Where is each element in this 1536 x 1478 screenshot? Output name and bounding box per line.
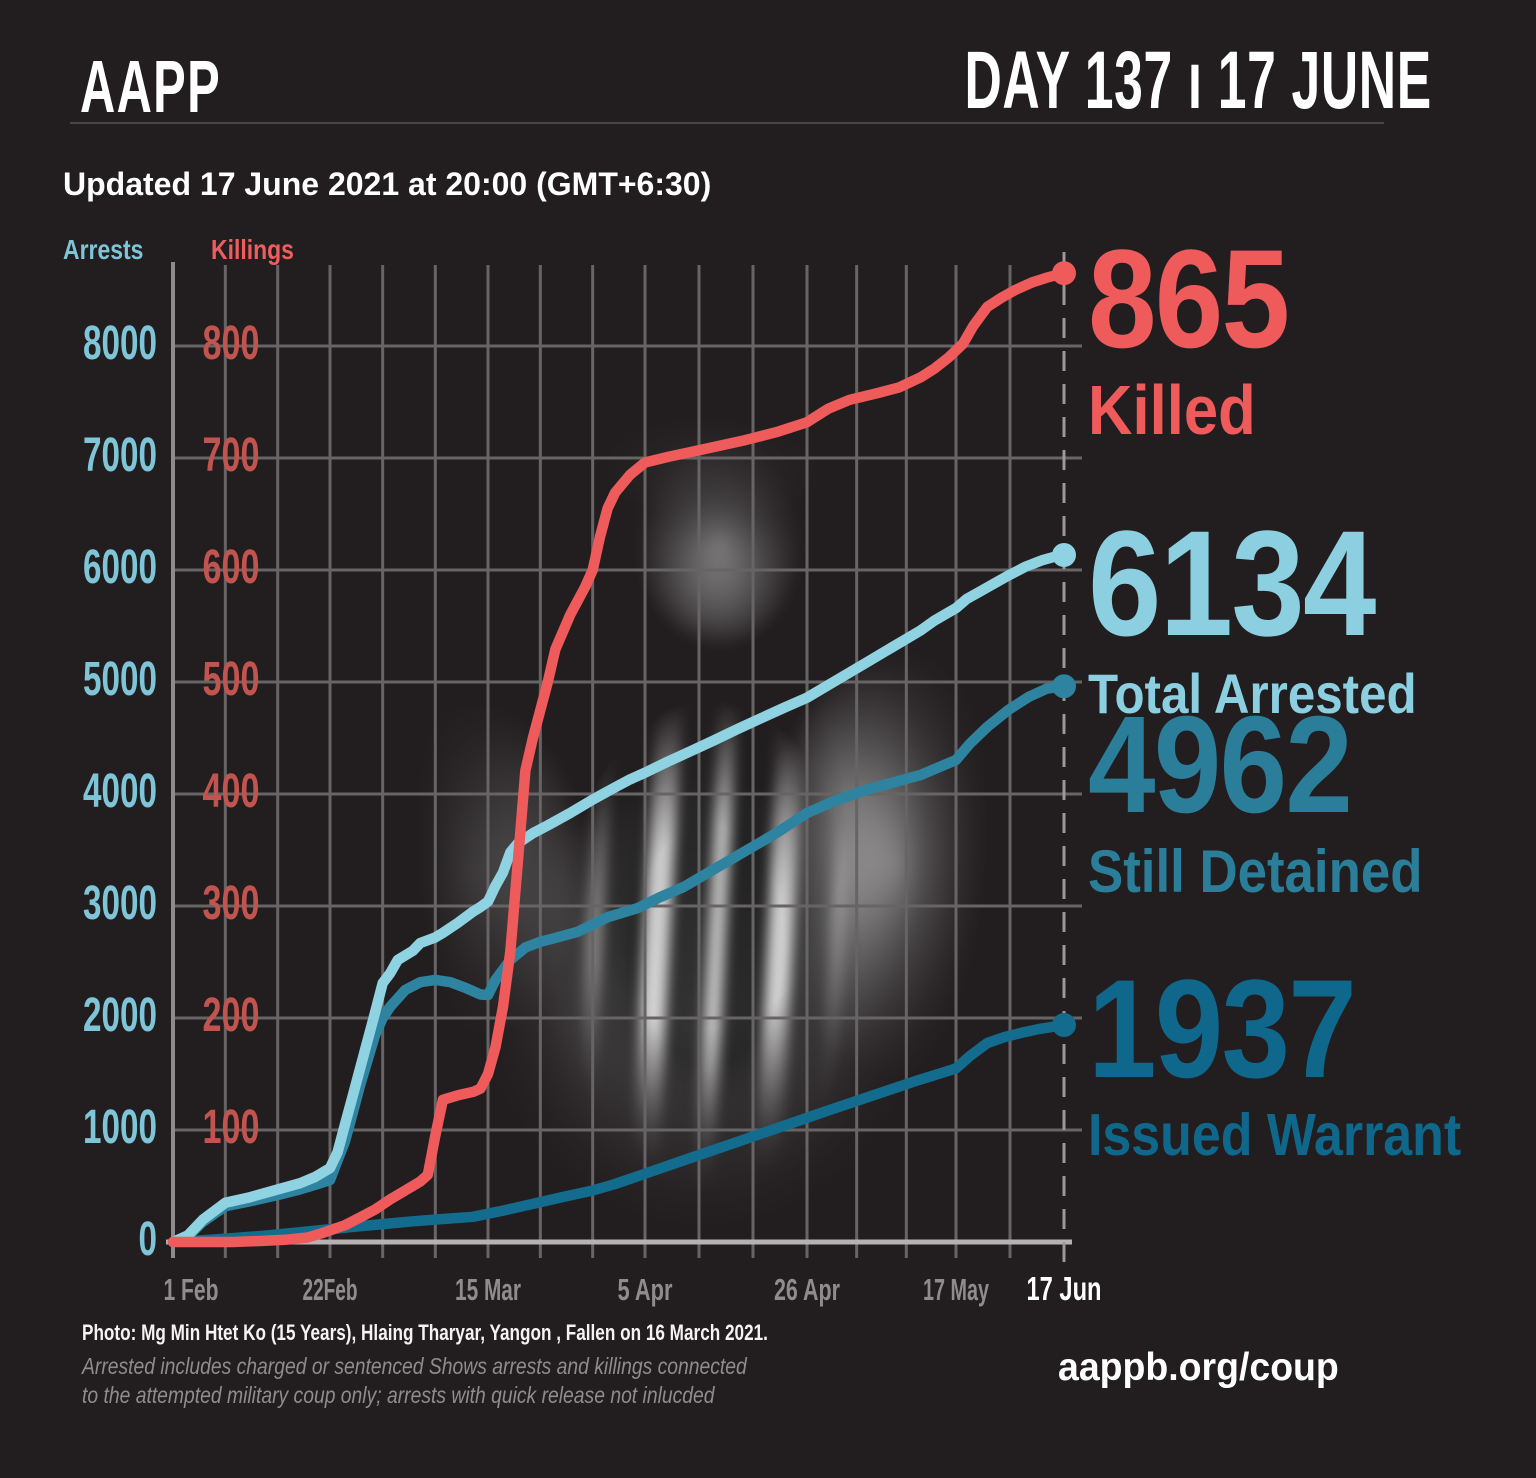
svg-text:3000: 3000	[83, 877, 157, 930]
svg-text:1000: 1000	[83, 1101, 157, 1154]
svg-text:800: 800	[203, 317, 260, 370]
svg-text:2000: 2000	[83, 989, 157, 1042]
arrested-label: Total Arrested	[1088, 661, 1417, 725]
chart-legend: Arrests Killings	[63, 234, 312, 266]
svg-text:15 Mar: 15 Mar	[455, 1272, 521, 1307]
svg-text:22Feb: 22Feb	[303, 1272, 358, 1307]
killed-label: Killed	[1088, 371, 1256, 449]
svg-text:0: 0	[139, 1213, 158, 1266]
methodology-note-line1: Arrested includes charged or sentenced S…	[82, 1353, 747, 1379]
arrested-count: 6134	[1088, 499, 1376, 667]
svg-text:5 Apr: 5 Apr	[618, 1272, 673, 1307]
header-divider	[70, 122, 1384, 124]
legend-killings-label: Killings	[210, 234, 294, 265]
svg-text:26 Apr: 26 Apr	[774, 1272, 840, 1307]
killed-count: 865	[1088, 220, 1290, 377]
methodology-note: Arrested includes charged or sentenced S…	[82, 1352, 747, 1410]
svg-text:200: 200	[203, 989, 260, 1042]
updated-timestamp: Updated 17 June 2021 at 20:00 (GMT+6:30)	[63, 166, 712, 202]
svg-text:600: 600	[203, 541, 260, 594]
svg-text:700: 700	[203, 429, 260, 482]
svg-text:300: 300	[203, 877, 260, 930]
aapp-logo: AAPP	[80, 45, 221, 128]
svg-text:17 May: 17 May	[923, 1272, 989, 1307]
svg-text:6000: 6000	[83, 541, 157, 594]
stat-killed: 865 Killed	[1088, 220, 1290, 449]
day-counter: DAY 137 ı 17 JUNE	[964, 35, 1432, 126]
stat-issued-warrant: 1937 Issued Warrant	[1088, 950, 1462, 1168]
svg-text:7000: 7000	[83, 429, 157, 482]
website-url: aappb.org/coup	[1058, 1346, 1339, 1389]
svg-text:17 Jun: 17 Jun	[1027, 1270, 1102, 1307]
svg-text:400: 400	[203, 765, 260, 818]
stat-total-arrested: 6134 Total Arrested	[1088, 499, 1417, 725]
warrant-count: 1937	[1088, 950, 1357, 1107]
svg-text:500: 500	[203, 653, 260, 706]
methodology-note-line2: to the attempted military coup only; arr…	[82, 1382, 715, 1408]
detained-count: 4962	[1088, 688, 1353, 842]
photo-edge-fade	[390, 380, 1015, 1268]
warrant-label: Issued Warrant	[1088, 1102, 1462, 1168]
detained-label: Still Detained	[1088, 838, 1423, 906]
legend-arrests-label: Arrests	[63, 234, 144, 265]
stat-still-detained: 4962 Still Detained	[1088, 688, 1423, 906]
svg-text:1 Feb: 1 Feb	[164, 1272, 219, 1307]
svg-text:100: 100	[203, 1101, 260, 1154]
photo-caption: Photo: Mg Min Htet Ko (15 Years), Hlaing…	[82, 1320, 768, 1345]
svg-text:5000: 5000	[83, 653, 157, 706]
svg-text:4000: 4000	[83, 765, 157, 818]
svg-text:8000: 8000	[83, 317, 157, 370]
